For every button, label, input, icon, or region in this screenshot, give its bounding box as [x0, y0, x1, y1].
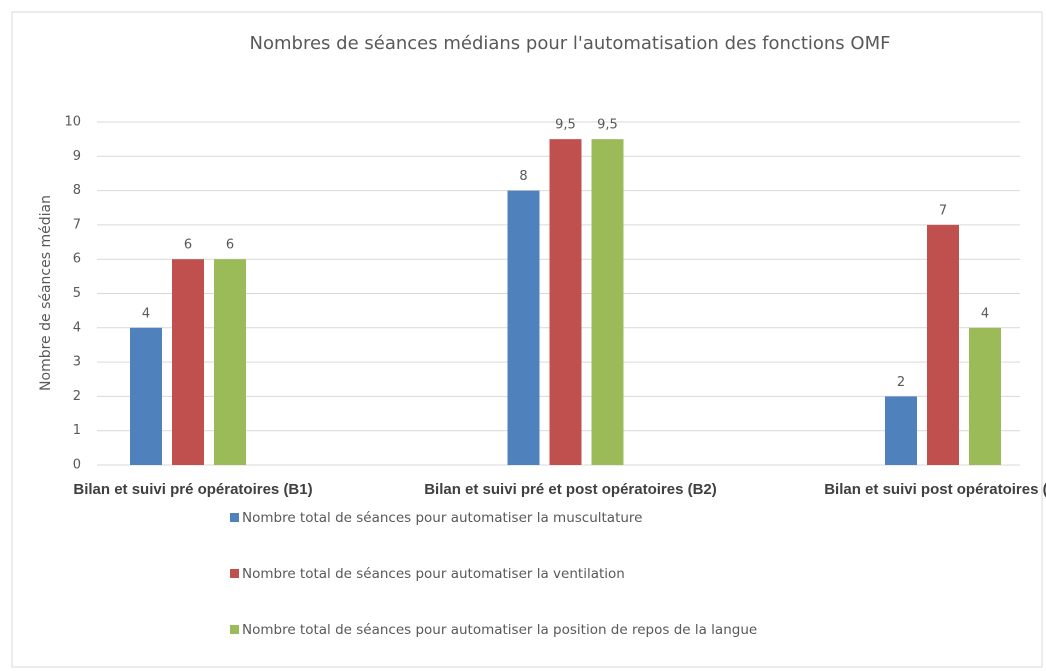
data-label: 6 [226, 238, 234, 253]
y-tick-label: 3 [73, 355, 81, 370]
y-tick-label: 2 [73, 389, 81, 404]
data-label: 4 [981, 306, 989, 321]
y-tick-label: 9 [73, 149, 81, 164]
bar [507, 190, 540, 465]
bar [969, 327, 1001, 465]
y-tick-label: 5 [73, 286, 81, 301]
legend-swatch [230, 513, 239, 522]
data-label: 6 [184, 238, 192, 253]
y-tick-label: 6 [73, 252, 81, 267]
x-tick-label: Bilan et suivi pré opératoires (B1) [73, 481, 312, 498]
x-tick-label: Bilan et suivi post opératoires (B3) [824, 481, 1046, 498]
y-tick-label: 7 [73, 217, 81, 232]
bar [885, 396, 917, 465]
bar [214, 259, 246, 465]
data-label: 2 [897, 375, 905, 390]
y-axis-label: Nombre de séances médian [38, 195, 54, 391]
legend-label: Nombre total de séances pour automatiser… [242, 566, 625, 582]
legend-label: Nombre total de séances pour automatiser… [242, 622, 757, 638]
bar [172, 259, 204, 465]
x-tick-label: Bilan et suivi pré et post opératoires (… [424, 481, 717, 498]
bar [591, 139, 624, 465]
y-tick-label: 1 [73, 423, 81, 438]
data-label: 4 [142, 306, 150, 321]
chart-title: Nombres de séances médians pour l'automa… [250, 33, 891, 54]
bar [549, 139, 582, 465]
y-tick-label: 4 [73, 320, 81, 335]
data-label: 8 [519, 169, 527, 184]
legend-swatch [230, 625, 239, 634]
y-tick-label: 8 [73, 183, 81, 198]
y-tick-label: 0 [73, 458, 81, 473]
bar [130, 327, 162, 465]
data-label: 7 [939, 203, 947, 218]
data-label: 9,5 [555, 118, 576, 133]
bar [927, 224, 959, 465]
legend-swatch [230, 569, 239, 578]
data-label: 9,5 [597, 118, 618, 133]
y-tick-label: 10 [64, 115, 81, 130]
legend-label: Nombre total de séances pour automatiser… [242, 510, 643, 526]
